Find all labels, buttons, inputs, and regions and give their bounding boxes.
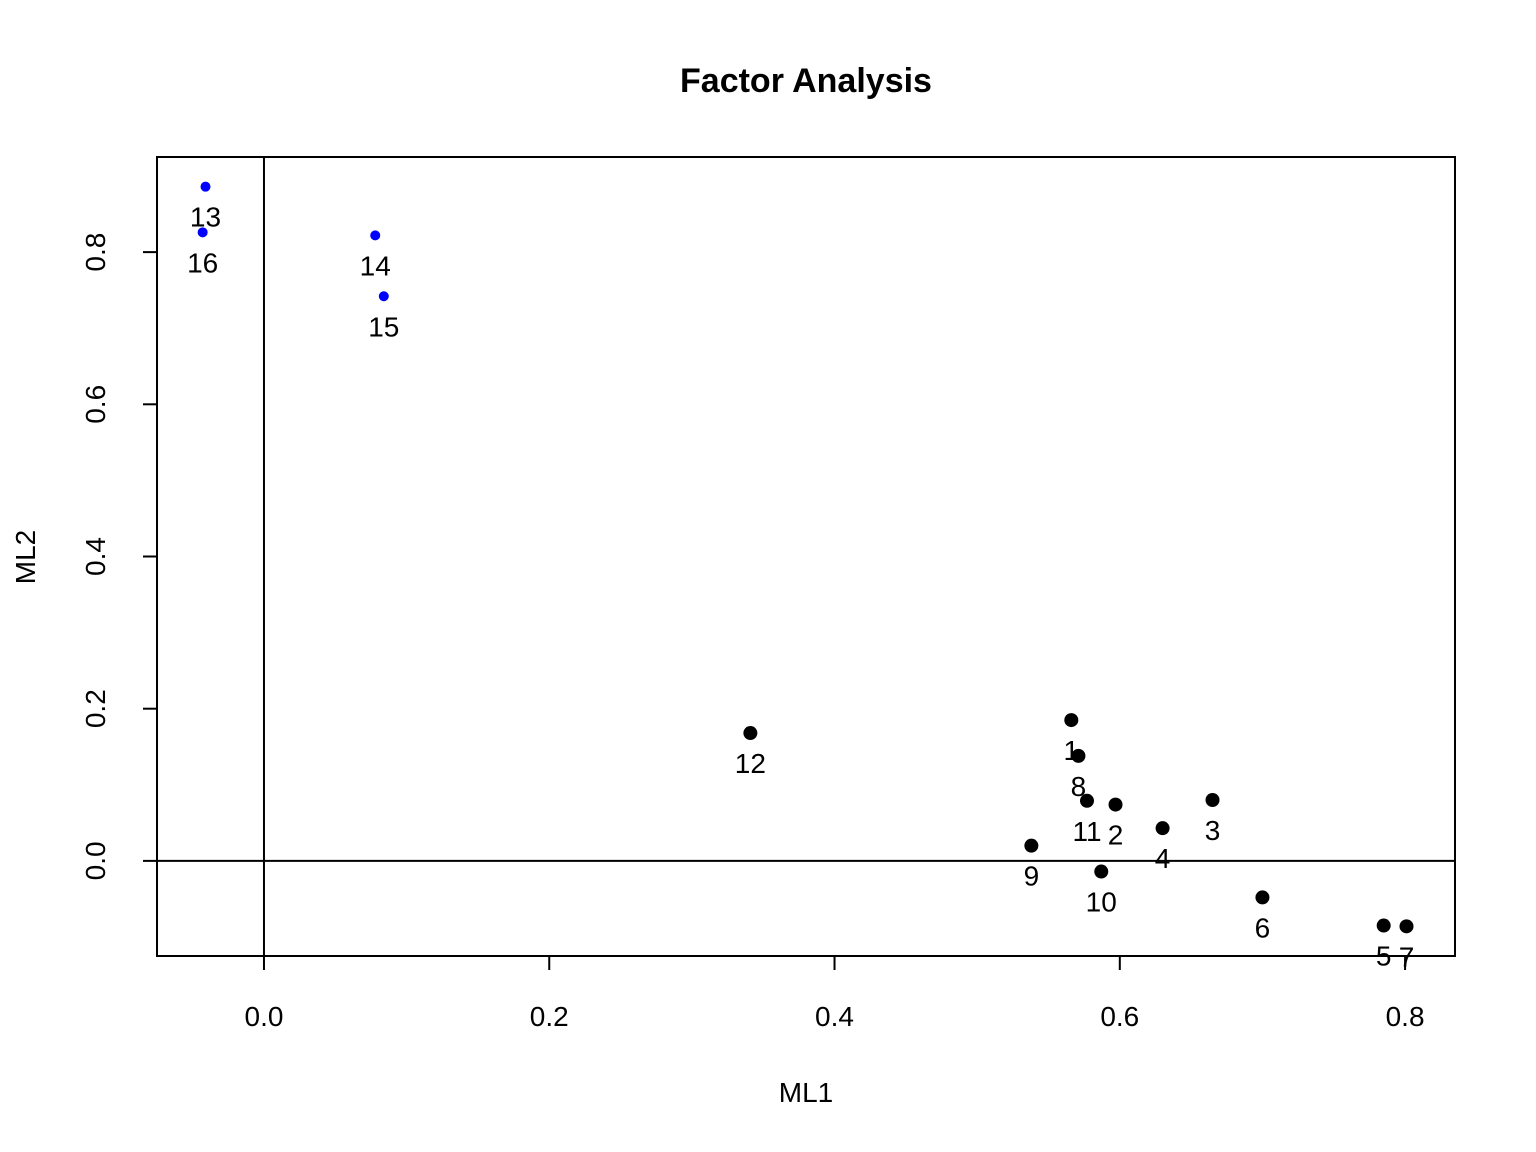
data-point-15 — [378, 291, 389, 302]
x-tick-label: 0.2 — [530, 1001, 569, 1032]
data-point-3 — [1205, 793, 1220, 808]
x-tick-label: 0.4 — [815, 1001, 854, 1032]
data-point-8 — [1071, 748, 1086, 763]
x-tick-label: 0.8 — [1386, 1001, 1425, 1032]
point-label-11: 11 — [1072, 816, 1101, 847]
data-point-7 — [1399, 919, 1414, 934]
point-label-16: 16 — [187, 247, 218, 278]
point-label-12: 12 — [735, 748, 766, 779]
point-label-10: 10 — [1086, 887, 1117, 918]
x-tick-label: 0.0 — [245, 1001, 284, 1032]
point-label-5: 5 — [1376, 941, 1392, 972]
y-tick-label: 0.6 — [80, 385, 111, 424]
y-tick-label: 0.2 — [80, 689, 111, 728]
data-point-5 — [1376, 918, 1391, 933]
point-label-14: 14 — [360, 250, 391, 281]
plot-frame — [156, 156, 1456, 957]
data-point-14 — [370, 230, 381, 241]
point-label-4: 4 — [1155, 843, 1171, 874]
data-point-1 — [1064, 713, 1079, 728]
chart-title: Factor Analysis — [680, 62, 932, 100]
data-point-12 — [743, 726, 758, 741]
data-point-2 — [1108, 797, 1123, 812]
y-tick-label: 0.4 — [80, 537, 111, 576]
data-point-16 — [197, 227, 208, 238]
point-label-2: 2 — [1108, 820, 1124, 851]
data-point-10 — [1094, 864, 1109, 879]
point-label-3: 3 — [1205, 815, 1221, 846]
x-axis: 0.0 0.2 0.4 0.6 0.8 — [245, 955, 1425, 1032]
reference-lines — [157, 157, 1455, 956]
point-label-6: 6 — [1255, 912, 1271, 943]
point-label-15: 15 — [368, 311, 399, 342]
x-axis-label: ML1 — [779, 1077, 833, 1108]
data-point-13 — [200, 181, 211, 192]
x-tick-label: 0.6 — [1100, 1001, 1139, 1032]
data-point-11 — [1079, 793, 1094, 808]
point-label-13: 13 — [190, 202, 221, 233]
data-point-6 — [1255, 890, 1270, 905]
y-tick-label: 0.8 — [80, 233, 111, 272]
y-tick-label: 0.0 — [80, 841, 111, 880]
y-axis-label: ML2 — [10, 530, 41, 584]
point-label-9: 9 — [1024, 861, 1040, 892]
point-label-8: 8 — [1071, 771, 1087, 802]
y-axis: 0.0 0.2 0.4 0.6 0.8 — [80, 233, 158, 880]
point-label-7: 7 — [1399, 941, 1415, 972]
data-point-4 — [1155, 821, 1170, 836]
data-point-9 — [1024, 838, 1039, 853]
